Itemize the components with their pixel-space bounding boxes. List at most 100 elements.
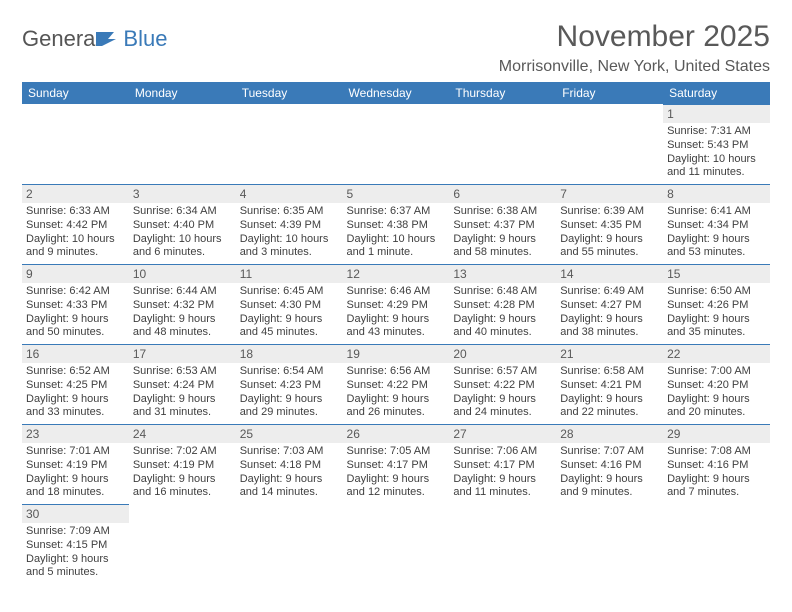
day-body: Sunrise: 6:38 AMSunset: 4:37 PMDaylight:…	[449, 203, 556, 264]
sunrise-text: Sunrise: 6:37 AM	[347, 205, 446, 219]
calendar-day-cell	[556, 104, 663, 184]
day-body: Sunrise: 6:42 AMSunset: 4:33 PMDaylight:…	[22, 283, 129, 344]
calendar-day-cell: 25Sunrise: 7:03 AMSunset: 4:18 PMDayligh…	[236, 424, 343, 504]
day-body: Sunrise: 6:44 AMSunset: 4:32 PMDaylight:…	[129, 283, 236, 344]
day-number: 22	[663, 344, 770, 363]
day-body: Sunrise: 6:39 AMSunset: 4:35 PMDaylight:…	[556, 203, 663, 264]
sunrise-text: Sunrise: 6:52 AM	[26, 365, 125, 379]
sunset-text: Sunset: 4:42 PM	[26, 219, 125, 233]
daylight-text: Daylight: 10 hours and 1 minute.	[347, 233, 446, 261]
calendar-week-row: 16Sunrise: 6:52 AMSunset: 4:25 PMDayligh…	[22, 344, 770, 424]
logo-flag-icon	[96, 26, 122, 42]
calendar-table: Sunday Monday Tuesday Wednesday Thursday…	[22, 82, 770, 584]
calendar-day-cell: 22Sunrise: 7:00 AMSunset: 4:20 PMDayligh…	[663, 344, 770, 424]
day-number: 1	[663, 104, 770, 123]
day-number: 3	[129, 184, 236, 203]
sunset-text: Sunset: 4:39 PM	[240, 219, 339, 233]
day-body: Sunrise: 6:53 AMSunset: 4:24 PMDaylight:…	[129, 363, 236, 424]
calendar-day-cell	[129, 104, 236, 184]
sunrise-text: Sunrise: 6:56 AM	[347, 365, 446, 379]
calendar-day-cell	[236, 104, 343, 184]
daylight-text: Daylight: 9 hours and 38 minutes.	[560, 313, 659, 341]
daylight-text: Daylight: 9 hours and 29 minutes.	[240, 393, 339, 421]
calendar-week-row: 1Sunrise: 7:31 AMSunset: 5:43 PMDaylight…	[22, 104, 770, 184]
sunset-text: Sunset: 4:19 PM	[133, 459, 232, 473]
sunset-text: Sunset: 4:15 PM	[26, 539, 125, 553]
calendar-day-cell: 24Sunrise: 7:02 AMSunset: 4:19 PMDayligh…	[129, 424, 236, 504]
col-monday: Monday	[129, 82, 236, 104]
calendar-day-cell: 12Sunrise: 6:46 AMSunset: 4:29 PMDayligh…	[343, 264, 450, 344]
col-sunday: Sunday	[22, 82, 129, 104]
day-body: Sunrise: 6:56 AMSunset: 4:22 PMDaylight:…	[343, 363, 450, 424]
calendar-day-cell: 5Sunrise: 6:37 AMSunset: 4:38 PMDaylight…	[343, 184, 450, 264]
daylight-text: Daylight: 9 hours and 24 minutes.	[453, 393, 552, 421]
day-body: Sunrise: 7:09 AMSunset: 4:15 PMDaylight:…	[22, 523, 129, 584]
sunset-text: Sunset: 4:32 PM	[133, 299, 232, 313]
daylight-text: Daylight: 9 hours and 20 minutes.	[667, 393, 766, 421]
day-number: 21	[556, 344, 663, 363]
sunset-text: Sunset: 4:17 PM	[453, 459, 552, 473]
sunset-text: Sunset: 4:18 PM	[240, 459, 339, 473]
sunset-text: Sunset: 4:24 PM	[133, 379, 232, 393]
day-number: 17	[129, 344, 236, 363]
sunrise-text: Sunrise: 6:44 AM	[133, 285, 232, 299]
calendar-week-row: 30Sunrise: 7:09 AMSunset: 4:15 PMDayligh…	[22, 504, 770, 584]
day-body: Sunrise: 6:49 AMSunset: 4:27 PMDaylight:…	[556, 283, 663, 344]
col-saturday: Saturday	[663, 82, 770, 104]
day-body: Sunrise: 6:54 AMSunset: 4:23 PMDaylight:…	[236, 363, 343, 424]
daylight-text: Daylight: 10 hours and 9 minutes.	[26, 233, 125, 261]
sunrise-text: Sunrise: 6:53 AM	[133, 365, 232, 379]
calendar-day-cell: 13Sunrise: 6:48 AMSunset: 4:28 PMDayligh…	[449, 264, 556, 344]
calendar-day-cell	[449, 104, 556, 184]
day-number: 26	[343, 424, 450, 443]
day-body: Sunrise: 6:35 AMSunset: 4:39 PMDaylight:…	[236, 203, 343, 264]
sunrise-text: Sunrise: 7:08 AM	[667, 445, 766, 459]
calendar-day-cell: 10Sunrise: 6:44 AMSunset: 4:32 PMDayligh…	[129, 264, 236, 344]
sunrise-text: Sunrise: 7:07 AM	[560, 445, 659, 459]
calendar-week-row: 9Sunrise: 6:42 AMSunset: 4:33 PMDaylight…	[22, 264, 770, 344]
day-body: Sunrise: 6:58 AMSunset: 4:21 PMDaylight:…	[556, 363, 663, 424]
sunrise-text: Sunrise: 6:42 AM	[26, 285, 125, 299]
calendar-day-cell: 29Sunrise: 7:08 AMSunset: 4:16 PMDayligh…	[663, 424, 770, 504]
daylight-text: Daylight: 9 hours and 11 minutes.	[453, 473, 552, 501]
page-title: November 2025	[499, 20, 770, 54]
calendar-day-cell	[22, 104, 129, 184]
daylight-text: Daylight: 9 hours and 45 minutes.	[240, 313, 339, 341]
daylight-text: Daylight: 9 hours and 16 minutes.	[133, 473, 232, 501]
calendar-day-cell: 8Sunrise: 6:41 AMSunset: 4:34 PMDaylight…	[663, 184, 770, 264]
title-block: November 2025 Morrisonville, New York, U…	[499, 20, 770, 76]
daylight-text: Daylight: 9 hours and 33 minutes.	[26, 393, 125, 421]
sunset-text: Sunset: 5:43 PM	[667, 139, 766, 153]
sunrise-text: Sunrise: 7:03 AM	[240, 445, 339, 459]
sunset-text: Sunset: 4:26 PM	[667, 299, 766, 313]
calendar-day-cell: 19Sunrise: 6:56 AMSunset: 4:22 PMDayligh…	[343, 344, 450, 424]
calendar-header-row: Sunday Monday Tuesday Wednesday Thursday…	[22, 82, 770, 104]
calendar-day-cell: 21Sunrise: 6:58 AMSunset: 4:21 PMDayligh…	[556, 344, 663, 424]
sunset-text: Sunset: 4:40 PM	[133, 219, 232, 233]
day-number: 9	[22, 264, 129, 283]
daylight-text: Daylight: 9 hours and 58 minutes.	[453, 233, 552, 261]
daylight-text: Daylight: 9 hours and 7 minutes.	[667, 473, 766, 501]
calendar-day-cell: 27Sunrise: 7:06 AMSunset: 4:17 PMDayligh…	[449, 424, 556, 504]
day-number: 14	[556, 264, 663, 283]
sunrise-text: Sunrise: 6:38 AM	[453, 205, 552, 219]
calendar-day-cell	[663, 504, 770, 584]
sunrise-text: Sunrise: 7:01 AM	[26, 445, 125, 459]
day-body: Sunrise: 7:05 AMSunset: 4:17 PMDaylight:…	[343, 443, 450, 504]
sunrise-text: Sunrise: 7:00 AM	[667, 365, 766, 379]
location-subtitle: Morrisonville, New York, United States	[499, 58, 770, 76]
calendar-day-cell: 11Sunrise: 6:45 AMSunset: 4:30 PMDayligh…	[236, 264, 343, 344]
calendar-day-cell: 9Sunrise: 6:42 AMSunset: 4:33 PMDaylight…	[22, 264, 129, 344]
day-number: 19	[343, 344, 450, 363]
col-wednesday: Wednesday	[343, 82, 450, 104]
sunset-text: Sunset: 4:22 PM	[347, 379, 446, 393]
sunset-text: Sunset: 4:25 PM	[26, 379, 125, 393]
logo: Genera Blue	[22, 20, 167, 52]
sunrise-text: Sunrise: 6:54 AM	[240, 365, 339, 379]
sunrise-text: Sunrise: 6:49 AM	[560, 285, 659, 299]
sunset-text: Sunset: 4:17 PM	[347, 459, 446, 473]
day-body: Sunrise: 7:06 AMSunset: 4:17 PMDaylight:…	[449, 443, 556, 504]
daylight-text: Daylight: 10 hours and 11 minutes.	[667, 153, 766, 181]
day-body: Sunrise: 7:07 AMSunset: 4:16 PMDaylight:…	[556, 443, 663, 504]
calendar-day-cell	[343, 104, 450, 184]
